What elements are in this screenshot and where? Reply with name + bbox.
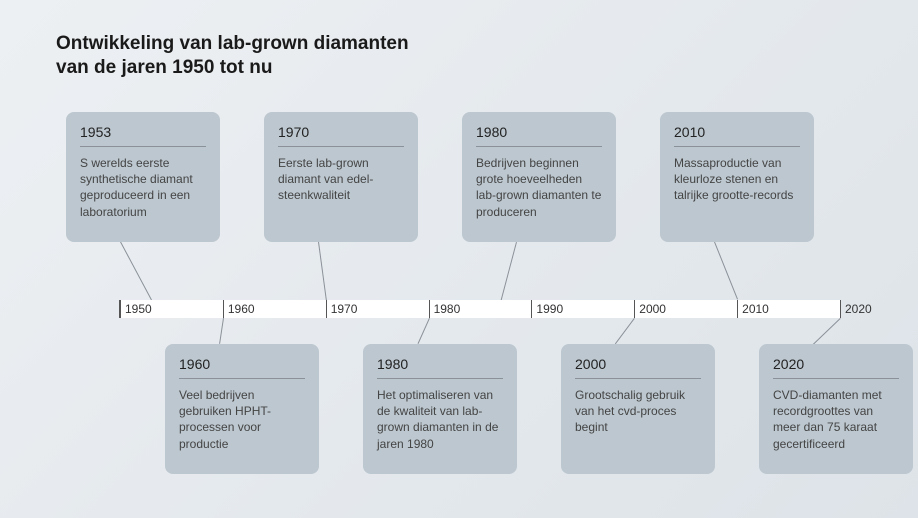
axis-tick: 1950 — [120, 300, 152, 318]
timeline-card: 2010 Massaproductie van kleurloze stenen … — [660, 112, 814, 242]
timeline-card: 1953 S werelds eerste synthetische dia­ma… — [66, 112, 220, 242]
connector-line — [813, 318, 841, 345]
connector-line — [714, 242, 738, 300]
page-title: Ontwikkeling van lab-grown diamantenvan … — [56, 32, 409, 80]
card-text: Massaproductie van kleurloze stenen en t… — [674, 155, 800, 204]
card-year: 2020 — [773, 356, 899, 379]
card-text: Bedrijven beginnen grote hoeveelheden la… — [476, 155, 602, 220]
axis-tick: 2000 — [634, 300, 666, 318]
card-year: 1980 — [476, 124, 602, 147]
timeline-card: 1980 Het optimaliseren van de kwaliteit v… — [363, 344, 517, 474]
card-year: 1960 — [179, 356, 305, 379]
card-text: CVD-diamanten met recordgroottes van mee… — [773, 387, 899, 452]
card-year: 1953 — [80, 124, 206, 147]
axis-tick: 2010 — [737, 300, 769, 318]
timeline-axis: 19501960197019801990200020102020 — [120, 300, 840, 318]
connector-line — [417, 318, 430, 344]
axis-tick: 1980 — [429, 300, 461, 318]
axis-tick: 2020 — [840, 300, 872, 318]
card-year: 2010 — [674, 124, 800, 147]
card-year: 1970 — [278, 124, 404, 147]
timeline-card: 2020 CVD-diamanten met recordgroottes van… — [759, 344, 913, 474]
card-text: Het optimaliseren van de kwaliteit van l… — [377, 387, 503, 452]
timeline-card: 1980 Bedrijven beginnen grote hoeveelhede… — [462, 112, 616, 242]
card-text: S werelds eerste synthetische dia­mant g… — [80, 155, 206, 220]
timeline-card: 1960 Veel bedrijven gebruiken HPHT-proces… — [165, 344, 319, 474]
card-text: Eerste lab-grown diamant van edel­steenk… — [278, 155, 404, 204]
card-text: Veel bedrijven gebruiken HPHT-processen … — [179, 387, 305, 452]
connector-line — [318, 242, 327, 300]
connector-line — [501, 242, 517, 300]
connector-line — [120, 242, 152, 300]
axis-tick: 1970 — [326, 300, 358, 318]
axis-tick: 1960 — [223, 300, 255, 318]
axis-tick: 1990 — [531, 300, 563, 318]
timeline-card: 2000 Grootschalig ge­bruik van het cvd-pr… — [561, 344, 715, 474]
connector-line — [615, 318, 635, 345]
card-year: 1980 — [377, 356, 503, 379]
card-text: Grootschalig ge­bruik van het cvd-proces… — [575, 387, 701, 436]
card-year: 2000 — [575, 356, 701, 379]
timeline-card: 1970 Eerste lab-grown diamant van edel­st… — [264, 112, 418, 242]
connector-line — [219, 318, 224, 344]
